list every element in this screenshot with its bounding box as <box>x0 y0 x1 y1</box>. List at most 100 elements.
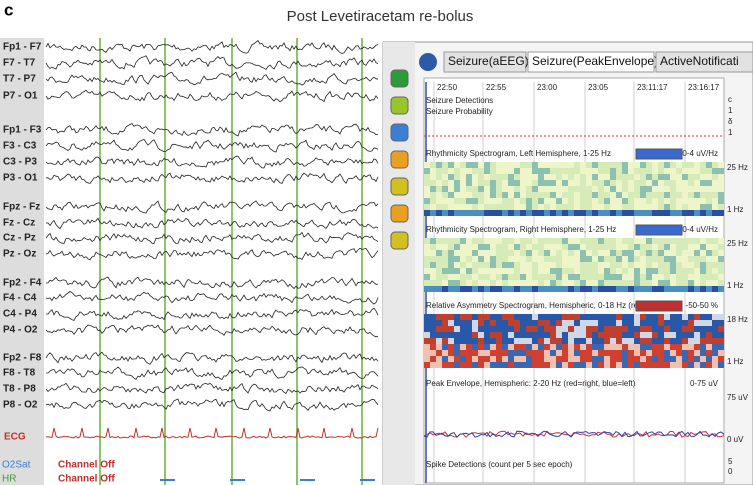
toolbar-button[interactable] <box>390 69 409 88</box>
spectrogram-cell <box>436 198 442 204</box>
spectrogram-cell <box>694 180 700 186</box>
spike-top: 5 <box>728 457 733 466</box>
spectrogram-cell <box>520 174 526 180</box>
spectrogram-cell <box>664 210 670 216</box>
spectrogram-cell <box>496 238 502 244</box>
tab-label[interactable]: ActiveNotificati <box>660 54 739 68</box>
spectrogram-cell <box>544 344 550 350</box>
spectrogram-cell <box>556 356 562 362</box>
spectrogram-cell <box>700 186 706 192</box>
spectrogram-cell <box>454 338 460 344</box>
spectrogram-cell <box>484 350 490 356</box>
spectrogram-cell <box>688 174 694 180</box>
spectrogram-cell <box>604 326 610 332</box>
spectrogram-cell <box>652 210 658 216</box>
spectrogram-cell <box>544 314 550 320</box>
spectrogram-cell <box>538 320 544 326</box>
spectrogram-cell <box>682 320 688 326</box>
spectrogram-cell <box>496 256 502 262</box>
spectrogram-cell <box>652 356 658 362</box>
spectrogram-cell <box>700 180 706 186</box>
spectrogram-cell <box>424 244 430 250</box>
spectrogram-cell <box>628 268 634 274</box>
spectrogram-cell <box>706 210 712 216</box>
toolbar-button[interactable] <box>390 96 409 115</box>
toolbar-button[interactable] <box>390 204 409 223</box>
spectrogram-cell <box>646 268 652 274</box>
spectrogram-cell <box>640 204 646 210</box>
spectrogram-cell <box>544 168 550 174</box>
spectrogram-cell <box>472 362 478 368</box>
spectrogram-cell <box>718 280 724 286</box>
spectrogram-cell <box>550 356 556 362</box>
spectrogram-cell <box>610 356 616 362</box>
panel-letter: c <box>4 0 13 19</box>
spectrogram-cell <box>580 244 586 250</box>
spectrogram-cell <box>640 262 646 268</box>
spectrogram-cell <box>616 268 622 274</box>
spectrogram-cell <box>664 174 670 180</box>
spectrogram-cell <box>532 174 538 180</box>
spectrogram-cell <box>436 344 442 350</box>
tab-label[interactable]: Seizure(PeakEnvelope) <box>532 54 658 68</box>
spectrogram-cell <box>682 262 688 268</box>
spectrogram-cell <box>442 262 448 268</box>
spectrogram-cell <box>694 238 700 244</box>
spectrogram-cell <box>586 338 592 344</box>
spectrogram-cell <box>442 174 448 180</box>
spectrogram-cell <box>520 204 526 210</box>
spectrogram-cell <box>526 238 532 244</box>
toolbar-button[interactable] <box>390 123 409 142</box>
spectrogram-cell <box>472 314 478 320</box>
spectrogram-cell <box>706 268 712 274</box>
spectrogram-cell <box>706 344 712 350</box>
spectrogram-cell <box>574 314 580 320</box>
spectrogram-cell <box>502 286 508 292</box>
spectrogram-cell <box>694 244 700 250</box>
tab[interactable] <box>527 51 655 73</box>
spectrogram-cell <box>460 256 466 262</box>
spectrogram-cell <box>616 244 622 250</box>
tab[interactable] <box>443 51 527 73</box>
row-scale: 0-75 uV <box>690 379 719 388</box>
spectrogram-cell <box>442 286 448 292</box>
spectrogram-cell <box>550 180 556 186</box>
spectrogram-cell <box>574 362 580 368</box>
spectrogram-cell <box>556 274 562 280</box>
toolbar-button[interactable] <box>390 231 409 250</box>
spectrogram-cell <box>436 338 442 344</box>
spectrogram-cell <box>670 356 676 362</box>
spectrogram-cell <box>496 198 502 204</box>
spectrogram-cell <box>556 262 562 268</box>
spectrogram-cell <box>466 256 472 262</box>
toolbar-button[interactable] <box>390 150 409 169</box>
spectrogram-cell <box>526 326 532 332</box>
spectrogram-cell <box>466 192 472 198</box>
eeg-trace <box>45 217 379 230</box>
spectrogram-cell <box>508 280 514 286</box>
spectrogram-cell <box>520 180 526 186</box>
spectrogram-cell <box>652 244 658 250</box>
spectrogram-cell <box>550 210 556 216</box>
spectrogram-cell <box>712 280 718 286</box>
spectrogram-cell <box>586 162 592 168</box>
spectrogram-cell <box>430 286 436 292</box>
spectrogram-cell <box>568 238 574 244</box>
spectrogram-cell <box>556 326 562 332</box>
spectrogram-cell <box>670 186 676 192</box>
toolbar-button[interactable] <box>390 177 409 196</box>
spectrogram-cell <box>688 362 694 368</box>
spectrogram-cell <box>712 314 718 320</box>
spectrogram-cell <box>610 286 616 292</box>
eeg-trace <box>45 200 379 214</box>
spectrogram-cell <box>538 314 544 320</box>
spectrogram-cell <box>694 162 700 168</box>
tab[interactable] <box>655 51 753 73</box>
spectrogram-cell <box>598 280 604 286</box>
spectrogram-cell <box>706 244 712 250</box>
spectrogram-cell <box>604 344 610 350</box>
spectrogram-cell <box>580 326 586 332</box>
spectrogram-cell <box>574 338 580 344</box>
tab-label[interactable]: Seizure(aEEG) <box>448 54 529 68</box>
spectrogram-cell <box>520 274 526 280</box>
